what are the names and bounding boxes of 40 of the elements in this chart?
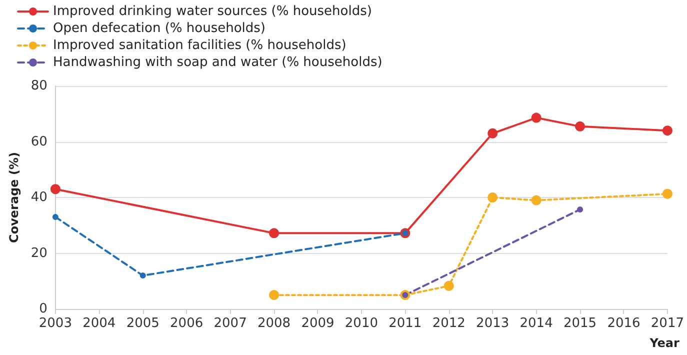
y-tick-label: 0 (39, 302, 48, 316)
x-tick-label: 2010 (344, 316, 378, 331)
x-tick-label: 2017 (650, 316, 684, 331)
x-tick-label: 2015 (563, 316, 597, 331)
x-tick-label: 2006 (170, 316, 204, 331)
point (50, 184, 60, 194)
legend-label: Improved sanitation facilities (% households) (53, 38, 346, 53)
x-tick-label: 2012 (432, 316, 466, 331)
point (488, 192, 498, 202)
point (662, 188, 672, 199)
point (269, 290, 280, 300)
y-tick-label: 20 (30, 246, 48, 261)
point (577, 206, 584, 212)
legend-label: Open defecation (% households) (53, 21, 266, 36)
point (52, 214, 58, 220)
x-tick-label: 2014 (520, 316, 553, 331)
x-tick-label: 2009 (301, 316, 334, 331)
y-axis-title: Coverage (%) (7, 152, 21, 243)
x-axis-title: Year (648, 336, 680, 350)
y-tick-label: 40 (30, 190, 48, 205)
x-tick-label: 2004 (82, 316, 116, 331)
point (662, 126, 672, 136)
point (531, 112, 542, 123)
point (140, 272, 146, 279)
x-tick-label: 2013 (476, 316, 510, 331)
x-tick-label: 2003 (38, 316, 72, 331)
legend-label: Improved drinking water sources (% households) (53, 4, 372, 19)
point (531, 195, 542, 206)
point (269, 228, 280, 238)
y-tick-label: 80 (30, 78, 48, 94)
x-tick-label: 2007 (214, 316, 247, 331)
point (575, 121, 586, 132)
x-tick-label: 2008 (257, 316, 291, 331)
x-tick-label: 2005 (126, 316, 160, 331)
x-tick-label: 2011 (388, 316, 422, 331)
legend-label: Handwashing with soap and water (% households) (53, 55, 382, 70)
y-tick-label: 60 (30, 134, 48, 150)
point (444, 280, 454, 291)
x-tick-label: 2016 (607, 316, 640, 331)
point (488, 128, 498, 138)
